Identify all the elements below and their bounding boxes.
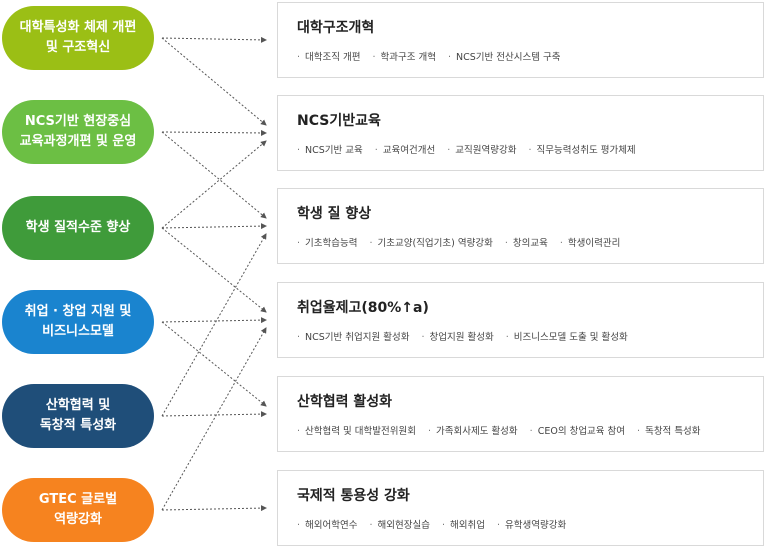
strategy-node-5: 산학협력 및 독창적 특성화 (2, 384, 154, 448)
task-box-title: 대학구조개혁 (297, 20, 375, 36)
task-item: CEO의 창업교육 참여 (530, 426, 625, 437)
task-item: 창의교육 (505, 238, 548, 249)
connector-arrow (161, 233, 267, 417)
task-box-items: NCS기반 교육 교육여건개선 교직원역량강화 직무능력성취도 평가체제 (297, 142, 648, 156)
task-box-items: 해외어학연수 해외현장실습 해외취업 유학생역량강화 (297, 517, 578, 531)
connector-arrow (161, 227, 267, 313)
connector-arrow (161, 223, 267, 230)
task-item: 해외현장실습 (369, 520, 429, 531)
task-box-1: 대학구조개혁대학조직 개편 학과구조 개혁 NCS기반 전산시스템 구축 (277, 2, 764, 78)
strategy-node-6: GTEC 글로벌 역량강화 (2, 478, 154, 542)
task-item: 학생이력관리 (560, 238, 620, 249)
connector-arrow (161, 140, 267, 229)
task-box-3: 학생 질 향상기초학습능력 기초교양(직업기초) 역량강화 창의교육 학생이력관리 (277, 188, 764, 264)
task-box-title: 산학협력 활성화 (297, 394, 393, 410)
task-box-items: 산학협력 및 대학발전위원회 가족회사제도 활성화 CEO의 창업교육 참여 독창적 … (297, 423, 713, 437)
strategy-node-label: 대학특성화 체제 개편 및 구조혁신 (19, 20, 137, 55)
task-item: NCS기반 전산시스템 구축 (448, 52, 561, 63)
task-box-title: 국제적 통용성 강화 (297, 488, 410, 504)
task-item: 창업지원 활성화 (422, 332, 494, 343)
strategy-node-3: 학생 질적수준 향상 (2, 196, 154, 260)
task-item: NCS기반 교육 (297, 145, 363, 156)
task-item: 학과구조 개혁 (373, 52, 437, 63)
task-box-title: NCS기반교육 (297, 113, 381, 129)
connector-arrow (161, 327, 267, 511)
connector-arrow (161, 317, 267, 324)
connector-arrow (161, 37, 267, 126)
strategy-node-1: 대학특성화 체제 개편 및 구조혁신 (2, 6, 154, 70)
task-item: 기초교양(직업기초) 역량강화 (369, 238, 492, 249)
connector-arrow (161, 321, 267, 407)
task-box-title: 학생 질 향상 (297, 206, 372, 222)
task-item: 기초학습능력 (297, 238, 357, 249)
task-item: NCS기반 취업지원 활성화 (297, 332, 410, 343)
task-box-items: 기초학습능력 기초교양(직업기초) 역량강화 창의교육 학생이력관리 (297, 235, 632, 249)
connector-arrow (161, 131, 267, 219)
task-item: 산학협력 및 대학발전위원회 (297, 426, 416, 437)
strategy-node-label: 산학협력 및 독창적 특성화 (39, 398, 117, 433)
task-item: 대학조직 개편 (297, 52, 361, 63)
task-item: 비즈니스모델 도출 및 활성화 (506, 332, 628, 343)
task-box-4: 취업율제고(80%↑a) NCS기반 취업지원 활성화 창업지원 활성화 비즈니스모델… (277, 282, 764, 358)
task-item: 해외어학연수 (297, 520, 357, 531)
task-box-title: 취업율제고(80%↑a) (297, 300, 429, 316)
task-item: 가족회사제도 활성화 (428, 426, 518, 437)
task-item: 해외취업 (442, 520, 485, 531)
connector-arrow (161, 505, 267, 512)
task-box-6: 국제적 통용성 강화해외어학연수 해외현장실습 해외취업 유학생역량강화 (277, 470, 764, 546)
task-item: 직무능력성취도 평가체제 (528, 145, 635, 156)
task-item: 교직원역량강화 (447, 145, 516, 156)
connector-arrow (161, 411, 267, 418)
strategy-node-4: 취업 · 창업 지원 및 비즈니스모델 (2, 290, 154, 354)
task-box-items: 대학조직 개편 학과구조 개혁 NCS기반 전산시스템 구축 (297, 49, 573, 63)
strategy-node-label: NCS기반 현장중심 교육과정개편 및 운영 (19, 114, 137, 149)
task-item: 유학생역량강화 (497, 520, 566, 531)
task-box-2: NCS기반교육 NCS기반 교육 교육여건개선 교직원역량강화 직무능력성취도 평가체제 (277, 95, 764, 171)
connector-arrow (161, 36, 267, 43)
strategy-node-2: NCS기반 현장중심 교육과정개편 및 운영 (2, 100, 154, 164)
strategy-node-label: GTEC 글로벌 역량강화 (38, 492, 118, 527)
task-item: 교육여건개선 (375, 145, 435, 156)
task-box-items: NCS기반 취업지원 활성화 창업지원 활성화 비즈니스모델 도출 및 활성화 (297, 329, 640, 343)
strategy-node-label: 학생 질적수준 향상 (25, 220, 131, 235)
connector-arrow (161, 129, 267, 136)
task-item: 독창적 특성화 (637, 426, 701, 437)
strategy-node-label: 취업 · 창업 지원 및 비즈니스모델 (24, 304, 132, 339)
